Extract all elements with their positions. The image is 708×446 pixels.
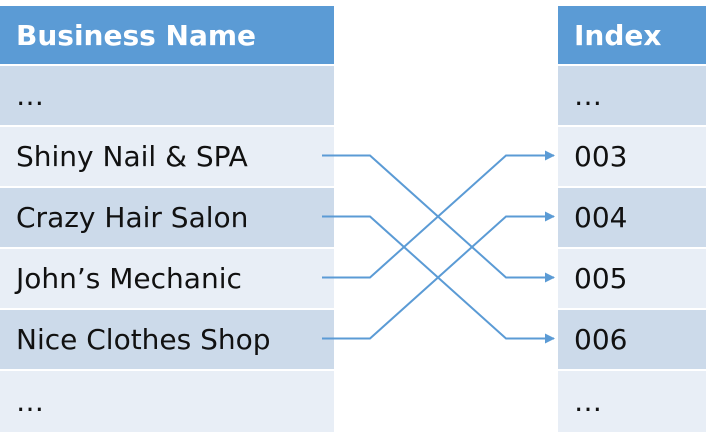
business-row: John’s Mechanic	[0, 249, 334, 310]
connector-arrow	[322, 150, 555, 279]
connector-arrow	[322, 211, 555, 340]
index-row: 006	[558, 310, 706, 371]
business-row: …	[0, 66, 334, 127]
business-name-header: Business Name	[0, 6, 334, 66]
index-row: 005	[558, 249, 706, 310]
index-header: Index	[558, 6, 706, 66]
business-row: …	[0, 371, 334, 432]
index-row: …	[558, 66, 706, 127]
index-row: 003	[558, 127, 706, 188]
business-row: Crazy Hair Salon	[0, 188, 334, 249]
index-row: …	[558, 371, 706, 432]
business-row: Nice Clothes Shop	[0, 310, 334, 371]
index-table: Index … 003 004 005 006 …	[558, 6, 706, 432]
business-row: Shiny Nail & SPA	[0, 127, 334, 188]
business-name-table: Business Name … Shiny Nail & SPA Crazy H…	[0, 6, 334, 432]
index-row: 004	[558, 188, 706, 249]
